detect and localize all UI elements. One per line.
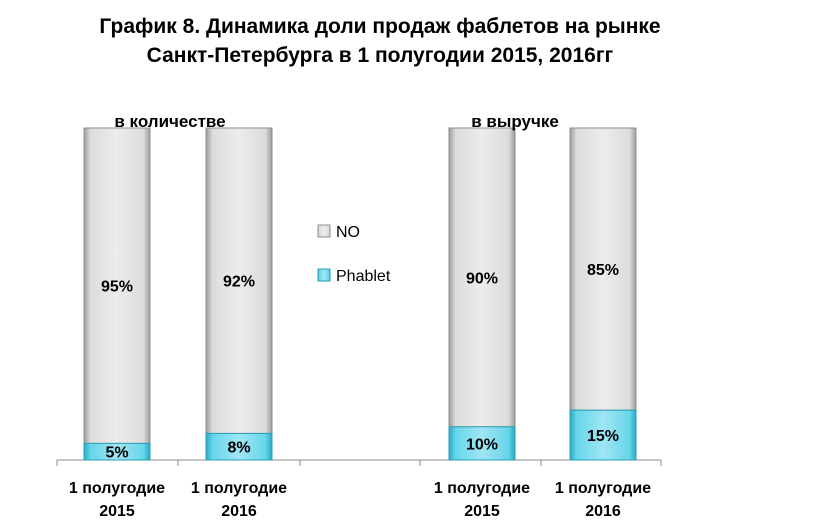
- bar-phablet-segment: [83, 442, 151, 461]
- data-label-phablet: 15%: [587, 428, 619, 445]
- data-label-no: 90%: [466, 270, 498, 287]
- x-tick-label-line-2: 2016: [221, 503, 257, 520]
- data-label-no: 95%: [101, 279, 133, 296]
- bar-phablet-segment: [569, 409, 637, 461]
- x-tick-label-line-1: 1 полугодие: [191, 480, 287, 497]
- x-axis: [56, 459, 662, 466]
- group-labels: в количестве в выручке: [114, 112, 558, 131]
- legend-swatch: [317, 224, 331, 238]
- bar-no-segment: [83, 127, 151, 444]
- chart-title: График 8. Динамика доли продаж фаблетов …: [0, 12, 760, 70]
- data-label-no: 85%: [587, 262, 619, 279]
- legend-label: NO: [336, 224, 360, 241]
- bar-phablet-segment: [448, 426, 516, 461]
- legend-label: Phablet: [336, 268, 391, 285]
- bar-no-segment: [569, 127, 637, 411]
- chart-title-line-2: Санкт-Петербурга в 1 полугодии 2015, 201…: [146, 44, 614, 67]
- chart-title-line-1: График 8. Динамика доли продаж фаблетов …: [99, 15, 661, 38]
- bar-phablet-segment: [205, 432, 273, 461]
- group-label: в выручке: [471, 112, 559, 131]
- legend-swatch: [317, 268, 331, 282]
- data-label-phablet: 10%: [466, 436, 498, 453]
- group-label: в количестве: [114, 112, 225, 131]
- data-labels: 95% 5% 92% 8% 90% 10% 85% 15%: [101, 262, 619, 462]
- x-tick-labels: 1 полугодие 2015 1 полугодие 2016 1 полугоди…: [69, 480, 651, 520]
- data-label-no: 92%: [223, 274, 255, 291]
- data-label-phablet: 5%: [105, 445, 128, 462]
- x-tick-label-line-2: 2016: [585, 503, 621, 520]
- x-tick-label-line-1: 1 полугодие: [555, 480, 651, 497]
- legend: NO Phablet: [317, 224, 391, 285]
- x-tick-label-line-2: 2015: [464, 503, 500, 520]
- x-tick-label-line-1: 1 полугодие: [434, 480, 530, 497]
- x-tick-label-line-1: 1 полугодие: [69, 480, 165, 497]
- x-tick-label-line-2: 2015: [99, 503, 135, 520]
- bars: [83, 127, 637, 461]
- data-label-phablet: 8%: [227, 440, 250, 457]
